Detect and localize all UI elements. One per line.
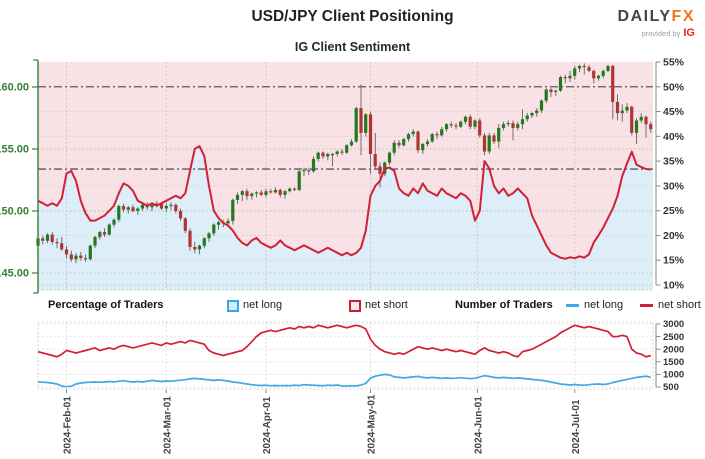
svg-text:150.00: 150.00 [0, 206, 29, 218]
provided-by-text: provided by [641, 29, 681, 38]
provided-by-row: provided by IG [618, 28, 695, 39]
svg-text:2024-Apr-01: 2024-Apr-01 [262, 396, 273, 454]
svg-text:10%: 10% [663, 280, 685, 292]
num-net-short-line-icon [640, 304, 653, 307]
pct-net-long-label: net long [243, 299, 283, 311]
page-title: USD/JPY Client Positioning [251, 8, 454, 25]
chart-subtitle: IG Client Sentiment [294, 40, 411, 54]
num-net-long-label: net long [584, 299, 624, 311]
num-net-long-line-icon [566, 304, 579, 307]
chart-legend: Percentage of Traders net long net short… [0, 297, 705, 315]
svg-text:160.00: 160.00 [0, 82, 29, 94]
svg-text:25%: 25% [663, 205, 685, 217]
svg-text:155.00: 155.00 [0, 144, 29, 156]
svg-text:2024-Feb-01: 2024-Feb-01 [63, 396, 74, 454]
percentage-of-traders-label: Percentage of Traders [48, 299, 164, 311]
svg-text:2500: 2500 [663, 332, 684, 343]
svg-text:2024-Jul-01: 2024-Jul-01 [571, 399, 582, 454]
svg-text:1000: 1000 [663, 370, 684, 381]
svg-text:50%: 50% [663, 81, 685, 93]
svg-text:20%: 20% [663, 230, 685, 242]
logo-fx-text: FX [671, 8, 695, 25]
svg-text:2024-Mar-01: 2024-Mar-01 [162, 396, 173, 454]
num-net-short-label: net short [658, 299, 701, 311]
svg-text:3000: 3000 [663, 319, 684, 330]
svg-text:2024-May-01: 2024-May-01 [367, 394, 378, 454]
dailyfx-wordmark: DAILYFX [618, 9, 695, 25]
ig-logo: IG [683, 27, 695, 39]
net-short-percent-line [37, 145, 651, 260]
dailyfx-logo: DAILYFX provided by IG [618, 9, 695, 39]
svg-text:55%: 55% [663, 57, 685, 69]
svg-text:145.00: 145.00 [0, 268, 29, 280]
pct-net-short-swatch-icon [349, 300, 361, 312]
svg-text:2000: 2000 [663, 344, 684, 355]
svg-text:2024-Jun-01: 2024-Jun-01 [473, 396, 484, 454]
net-long-traders-line [37, 373, 652, 388]
svg-text:40%: 40% [663, 131, 685, 143]
svg-text:45%: 45% [663, 106, 685, 118]
number-of-traders-label: Number of Traders [455, 299, 553, 311]
svg-text:1500: 1500 [663, 357, 684, 368]
svg-text:30%: 30% [663, 180, 685, 192]
logo-daily-text: DAILY [617, 8, 672, 25]
svg-text:15%: 15% [663, 255, 685, 267]
candlestick-series [36, 63, 653, 264]
pct-net-short-label: net short [365, 299, 408, 311]
pct-net-long-swatch-icon [227, 300, 239, 312]
net-short-traders-line [37, 324, 652, 358]
svg-text:35%: 35% [663, 156, 685, 168]
svg-text:500: 500 [663, 382, 679, 393]
